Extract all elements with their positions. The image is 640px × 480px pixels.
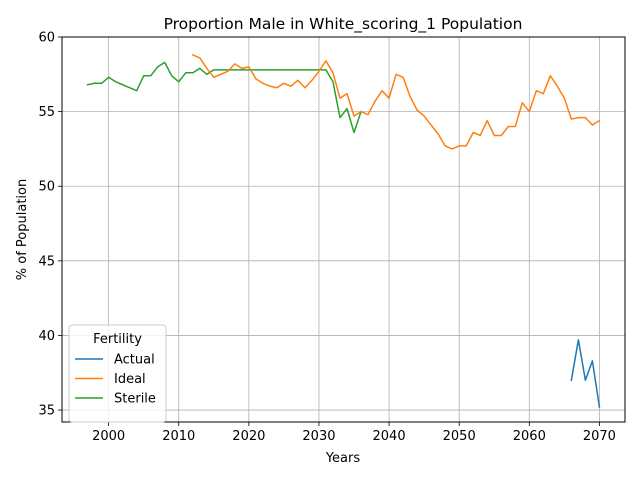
- x-tick-label: 2020: [232, 429, 265, 444]
- x-tick-label: 2030: [302, 429, 335, 444]
- y-tick-label: 45: [38, 254, 55, 269]
- legend-label-ideal: Ideal: [114, 372, 146, 387]
- x-tick-label: 2050: [443, 429, 476, 444]
- y-tick-label: 55: [38, 105, 55, 120]
- x-tick-label: 2000: [92, 429, 125, 444]
- x-axis-label: Years: [325, 451, 361, 466]
- series-lines: [86, 53, 601, 408]
- series-line-actual: [570, 339, 601, 408]
- y-tick-label: 60: [38, 31, 55, 46]
- legend-entries: Actual Ideal Sterile: [75, 353, 156, 407]
- x-tick-label: 2070: [583, 429, 616, 444]
- legend: Fertility Actual Ideal Sterile: [68, 324, 167, 423]
- series-line-sterile: [86, 61, 362, 134]
- y-tick-label: 35: [38, 404, 55, 419]
- y-tick-label: 40: [38, 329, 55, 344]
- y-axis-label: % of Population: [15, 179, 30, 280]
- legend-label-sterile: Sterile: [114, 392, 156, 407]
- x-tick-label: 2040: [373, 429, 406, 444]
- x-axis-ticks: 2000 2010 2020 2030 2040 2050 2060 2070: [92, 422, 616, 444]
- series-line-ideal: [191, 53, 601, 150]
- legend-label-actual: Actual: [114, 353, 155, 368]
- legend-title: Fertility: [93, 332, 142, 347]
- x-tick-label: 2010: [162, 429, 195, 444]
- chart-title: Proportion Male in White_scoring_1 Popul…: [164, 15, 523, 34]
- plot-frame: [61, 36, 626, 423]
- y-axis-ticks: 35 40 45 50 55 60: [38, 31, 62, 419]
- y-tick-label: 50: [38, 180, 55, 195]
- x-tick-label: 2060: [513, 429, 546, 444]
